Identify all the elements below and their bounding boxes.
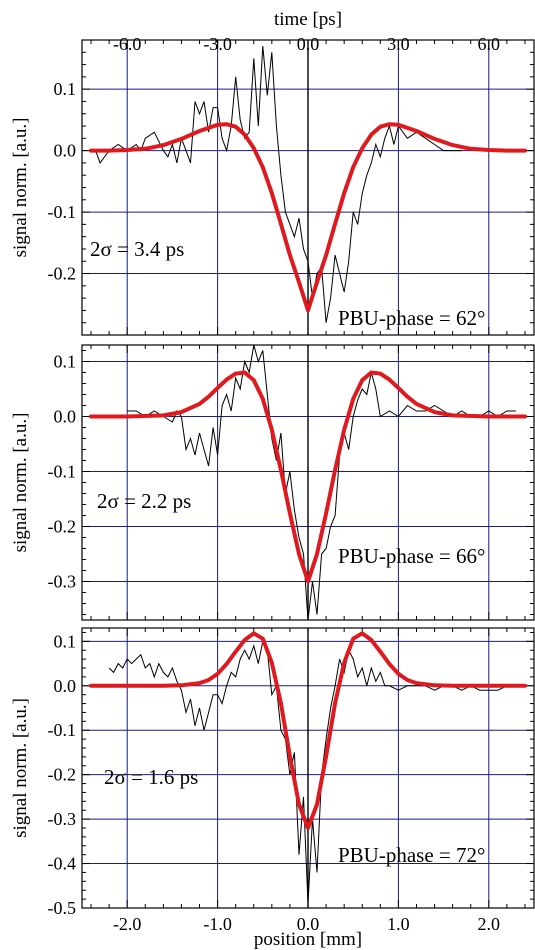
y-tick-label: -0.2: [48, 264, 77, 284]
x-tick-label: -1.0: [203, 914, 232, 934]
x-tick-label: 1.0: [387, 914, 410, 934]
y-tick-label: -0.3: [48, 572, 77, 592]
plot-frame: [81, 39, 535, 336]
x-tick-label: -2.0: [113, 914, 142, 934]
bottom-axis-title: position [mm]: [254, 929, 362, 950]
y-axis-title: signal norm. [a.u.]: [10, 698, 31, 838]
y-tick-label: -0.2: [48, 517, 77, 537]
y-tick-label: -0.3: [48, 809, 77, 829]
y-tick-label: 0.0: [54, 141, 77, 161]
pulse-width-label: 2σ = 1.6 ps: [104, 765, 198, 789]
y-tick-label: -0.4: [48, 854, 77, 874]
pbu-phase-label: PBU-phase = 72°: [338, 843, 485, 867]
pbu-phase-label: PBU-phase = 62°: [338, 306, 485, 330]
panel-3: 0.1 0.0 -0.1 -0.2 -0.3 -0.4 -0.5 signal norm. […: [10, 627, 535, 934]
fit-curve: [89, 122, 527, 313]
plot-frame: [81, 627, 535, 909]
fit-curve: [89, 370, 527, 584]
y-tick-label: 0.1: [54, 631, 77, 651]
top-axis-title: time [ps]: [274, 9, 342, 30]
measured-signal-line: [95, 46, 462, 323]
plot-frame: [81, 344, 535, 621]
x-tick-label: 0.0: [297, 914, 320, 934]
pulse-width-label: 2σ = 3.4 ps: [90, 237, 184, 261]
panel-2: 0.1 0.0 -0.1 -0.2 -0.3 signal norm. [a.u.] 2σ …: [10, 344, 535, 621]
y-tick-label: 0.0: [54, 676, 77, 696]
y-tick-label: 0.1: [54, 352, 77, 372]
fit-curve: [89, 631, 527, 830]
y-tick-label: -0.1: [48, 202, 77, 222]
measured-signal-line: [108, 639, 516, 904]
y-tick-label: -0.1: [48, 720, 77, 740]
y-axis-title: signal norm. [a.u.]: [10, 118, 31, 258]
y-axis-title: signal norm. [a.u.]: [10, 413, 31, 553]
y-tick-label: -0.5: [48, 898, 77, 918]
y-tick-label: 0.1: [54, 79, 77, 99]
y-tick-label: -0.2: [48, 765, 77, 785]
y-tick-label: -0.1: [48, 462, 77, 482]
x-tick-label: 2.0: [478, 914, 501, 934]
measured-signal-line: [127, 344, 516, 621]
pbu-phase-label: PBU-phase = 66°: [338, 544, 485, 568]
pulse-width-label: 2σ = 2.2 ps: [97, 489, 191, 513]
y-tick-label: 0.0: [54, 407, 77, 427]
